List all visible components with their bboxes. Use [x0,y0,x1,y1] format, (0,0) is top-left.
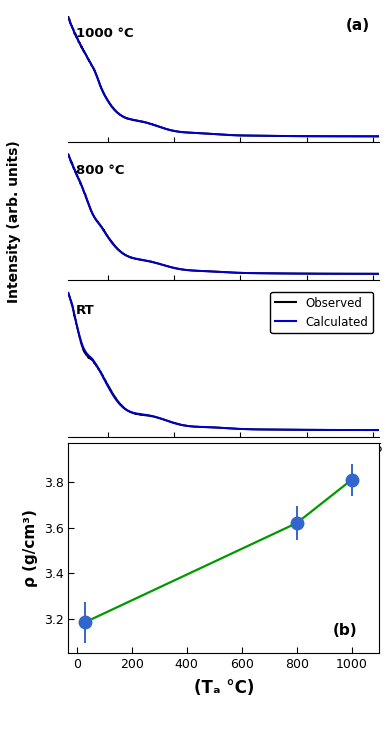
X-axis label: (Tₐ °C): (Tₐ °C) [194,679,254,697]
Text: 800 °C: 800 °C [76,165,125,177]
Text: 1000 °C: 1000 °C [76,27,134,40]
Text: (b): (b) [333,624,357,638]
Text: RT: RT [76,304,95,317]
Text: (a): (a) [346,18,370,32]
Text: Intensity (arb. units): Intensity (arb. units) [7,140,21,303]
Legend: Observed, Calculated: Observed, Calculated [270,292,373,334]
Y-axis label: ρ (g/cm³): ρ (g/cm³) [23,509,38,587]
X-axis label: 2θ (degrees): 2θ (degrees) [169,459,278,474]
